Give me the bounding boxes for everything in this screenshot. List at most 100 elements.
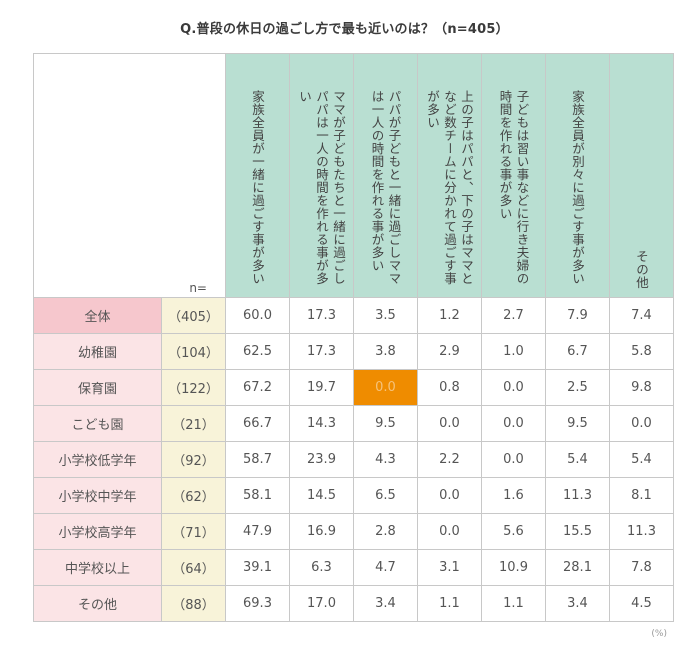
value-cell: 17.0 [289,585,354,622]
value-cell: 5.8 [609,333,674,370]
row-label: 小学校低学年 [33,441,162,478]
value-cell: 9.5 [353,405,418,442]
header-row: n= 家族全員が一緒に過ごす事が多い ママが子どもたちと一緒に過ごしパパは一人の… [33,53,674,298]
row-label: 保育園 [33,369,162,406]
value-cell: 1.0 [481,333,546,370]
value-cell: 0.0 [417,405,482,442]
sample-size-cell: （62） [161,477,226,514]
column-header-label: ママが子どもたちと一緒に過ごしパパは一人の時間を作れる事が多い [297,90,346,285]
value-cell: 47.9 [225,513,290,550]
column-header-label: パパが子どもと一緒に過ごしママは一人の時間を作れる事が多い [369,90,402,285]
results-table: n= 家族全員が一緒に過ごす事が多い ママが子どもたちと一緒に過ごしパパは一人の… [33,53,674,622]
value-cell: 1.1 [481,585,546,622]
column-header-label: その他 [634,250,649,289]
row-label: 中学校以上 [33,549,162,586]
sample-size-cell: （88） [161,585,226,622]
column-header: パパが子どもと一緒に過ごしママは一人の時間を作れる事が多い [353,53,418,298]
value-cell: 5.4 [609,441,674,478]
value-cell: 0.0 [481,405,546,442]
value-cell: 0.0 [417,477,482,514]
column-header: 家族全員が別々に過ごす事が多い [545,53,610,298]
sample-size-cell: （104） [161,333,226,370]
value-cell: 16.9 [289,513,354,550]
column-header-label: 家族全員が別々に過ごす事が多い [570,90,585,285]
value-cell: 19.7 [289,369,354,406]
value-cell: 3.8 [353,333,418,370]
value-cell: 4.7 [353,549,418,586]
value-cell: 1.1 [417,585,482,622]
value-cell: 58.7 [225,441,290,478]
column-header: 上の子はパパと、下の子はママとなど数チームに分かれて過ごす事が多い [417,53,482,298]
value-cell: 0.0 [417,513,482,550]
value-cell: 2.7 [481,297,546,334]
table-row: 小学校低学年 （92） 58.7 23.9 4.3 2.2 0.0 5.4 5.4 [33,441,674,478]
value-cell: 17.3 [289,333,354,370]
value-cell: 69.3 [225,585,290,622]
table-row: その他 （88） 69.3 17.0 3.4 1.1 1.1 3.4 4.5 [33,585,674,622]
column-header-label: 子どもは習い事などに行き夫婦の時間を作れる事が多い [497,90,530,285]
n-column-header: n= [189,281,207,295]
value-cell: 5.6 [481,513,546,550]
value-cell: 3.4 [353,585,418,622]
value-cell: 9.5 [545,405,610,442]
value-cell: 6.5 [353,477,418,514]
row-label: 全体 [33,297,162,334]
value-cell: 58.1 [225,477,290,514]
table-row: 小学校高学年 （71） 47.9 16.9 2.8 0.0 5.6 15.5 11.3 [33,513,674,550]
table-row: 保育園 （122） 67.2 19.7 0.0 0.8 0.0 2.5 9.8 [33,369,674,406]
table-row: こども園 （21） 66.7 14.3 9.5 0.0 0.0 9.5 0.0 [33,405,674,442]
survey-question-title: Q.普段の休日の過ごし方で最も近いのは？（n=405） [180,22,509,37]
value-cell: 2.2 [417,441,482,478]
table-row: 中学校以上 （64） 39.1 6.3 4.7 3.1 10.9 28.1 7.8 [33,549,674,586]
value-cell: 23.9 [289,441,354,478]
value-cell: 4.3 [353,441,418,478]
value-cell: 28.1 [545,549,610,586]
value-cell: 11.3 [609,513,674,550]
value-cell: 0.0 [609,405,674,442]
value-cell: 3.1 [417,549,482,586]
sample-size-cell: （405） [161,297,226,334]
value-cell: 0.0 [481,369,546,406]
value-cell: 2.9 [417,333,482,370]
value-cell: 14.5 [289,477,354,514]
value-cell: 6.7 [545,333,610,370]
value-cell: 60.0 [225,297,290,334]
value-cell: 0.0 [481,441,546,478]
value-cell: 2.8 [353,513,418,550]
corner-cell: n= [33,53,226,298]
value-cell: 67.2 [225,369,290,406]
value-cell: 1.6 [481,477,546,514]
unit-label: (%) [651,629,667,639]
sample-size-cell: （64） [161,549,226,586]
column-header: その他 [609,53,674,298]
sample-size-cell: （122） [161,369,226,406]
value-cell: 15.5 [545,513,610,550]
value-cell: 3.5 [353,297,418,334]
value-cell: 9.8 [609,369,674,406]
value-cell: 66.7 [225,405,290,442]
value-cell: 39.1 [225,549,290,586]
value-cell: 7.8 [609,549,674,586]
row-label: 幼稚園 [33,333,162,370]
value-cell: 0.0 [353,369,418,406]
column-header-label: 家族全員が一緒に過ごす事が多い [250,90,265,285]
sample-size-cell: （92） [161,441,226,478]
value-cell: 10.9 [481,549,546,586]
table-row: 全体 （405） 60.0 17.3 3.5 1.2 2.7 7.9 7.4 [33,297,674,334]
row-label: その他 [33,585,162,622]
value-cell: 62.5 [225,333,290,370]
value-cell: 3.4 [545,585,610,622]
table-body: 全体 （405） 60.0 17.3 3.5 1.2 2.7 7.9 7.4 幼稚園 （104） 62… [33,297,674,622]
value-cell: 11.3 [545,477,610,514]
value-cell: 7.4 [609,297,674,334]
value-cell: 7.9 [545,297,610,334]
value-cell: 4.5 [609,585,674,622]
value-cell: 17.3 [289,297,354,334]
column-header: ママが子どもたちと一緒に過ごしパパは一人の時間を作れる事が多い [289,53,354,298]
column-header: 子どもは習い事などに行き夫婦の時間を作れる事が多い [481,53,546,298]
value-cell: 8.1 [609,477,674,514]
row-label: こども園 [33,405,162,442]
value-cell: 14.3 [289,405,354,442]
column-header: 家族全員が一緒に過ごす事が多い [225,53,290,298]
value-cell: 6.3 [289,549,354,586]
